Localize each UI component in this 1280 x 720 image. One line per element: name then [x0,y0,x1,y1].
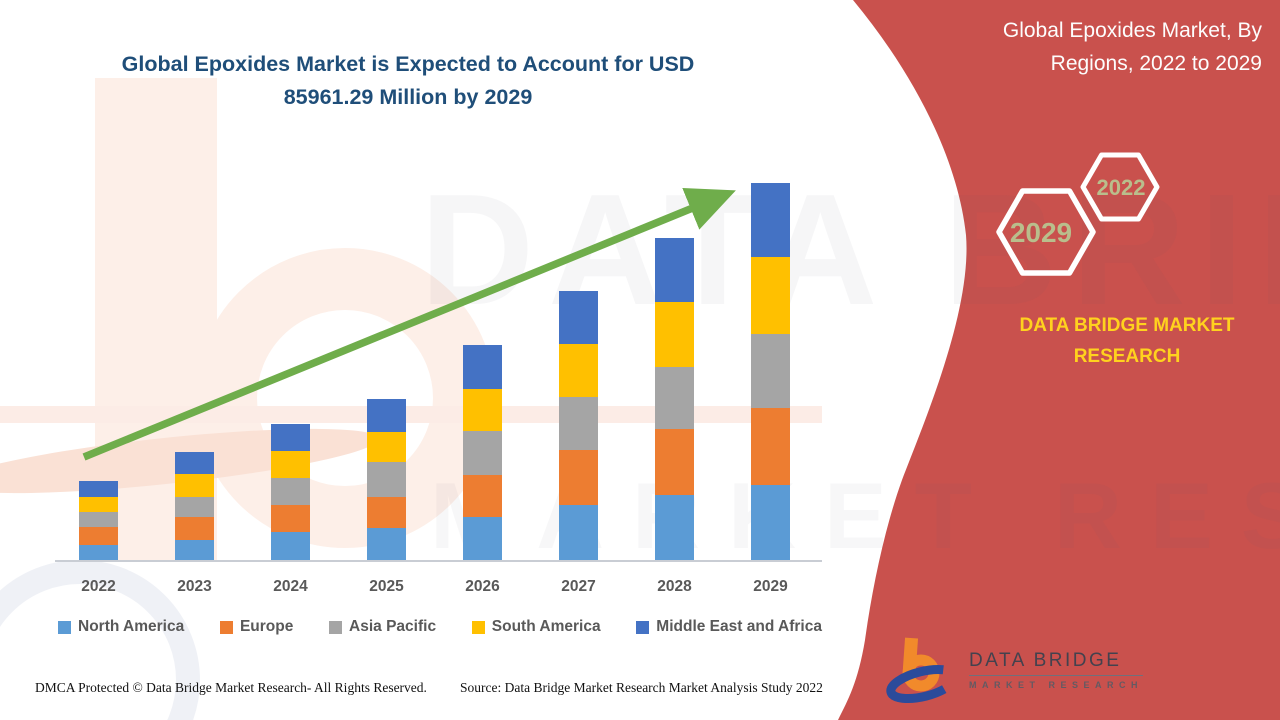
x-axis-label-2028: 2028 [657,578,692,595]
brand-text: DATA BRIDGE MARKET RESEARCH [1002,310,1252,372]
bar-2029 [751,182,790,560]
chart-title-line2: 85961.29 Million by 2029 [283,85,533,109]
bar-segment-2028-middle-east-and-africa [655,238,694,302]
bar-segment-2024-north-america [271,531,310,560]
hexagon-2022 [1080,152,1160,222]
legend-swatch-icon [58,620,71,634]
bar-segment-2025-europe [367,496,406,528]
bar-segment-2028-europe [655,429,694,495]
x-axis-label-2023: 2023 [177,578,212,595]
bar-segment-2026-middle-east-and-africa [463,344,502,390]
bar-segment-2029-asia-pacific [751,333,790,409]
footer-source-text: Source: Data Bridge Market Research Mark… [460,680,823,695]
bar-segment-2023-europe [175,516,214,540]
legend-label: North America [78,618,185,635]
x-axis-line [55,560,822,562]
bar-segment-2022-south-america [79,496,118,512]
legend-item-north-america: North America [58,618,184,636]
bar-segment-2023-asia-pacific [175,496,214,517]
bar-segment-2025-north-america [367,527,406,560]
bar-segment-2027-asia-pacific [559,397,598,451]
bar-2026 [463,344,502,560]
bar-segment-2029-middle-east-and-africa [751,182,790,258]
bar-2025 [367,399,406,560]
chart-title-line1: Global Epoxides Market is Expected to Ac… [121,52,695,76]
legend-swatch-icon [219,620,233,634]
bar-segment-2027-south-america [559,343,598,398]
bar-segment-2027-middle-east-and-africa [559,290,598,344]
bar-segment-2027-north-america [559,504,598,560]
bar-2024 [271,423,310,560]
bar-segment-2028-asia-pacific [655,366,694,430]
bar-segment-2029-south-america [751,257,790,334]
bar-segment-2029-north-america [751,484,790,560]
bar-segment-2024-middle-east-and-africa [271,423,310,451]
bar-segment-2026-asia-pacific [463,431,502,475]
bar-segment-2022-north-america [79,544,118,560]
bar-segment-2027-europe [559,450,598,505]
chart-title: Global Epoxides Market is Expected to Ac… [58,48,758,114]
x-axis-label-2024: 2024 [273,578,308,595]
bar-segment-2023-middle-east-and-africa [175,451,214,474]
data-bridge-logo-icon [886,637,960,704]
bar-segment-2028-north-america [655,494,694,560]
bar-2028 [655,238,694,560]
legend-item-middle-east-and-africa: Middle East and Africa [636,618,822,636]
bar-2022 [79,480,118,560]
hexagon-2029-label: 2029 [1010,217,1072,248]
x-axis-label-2027: 2027 [561,578,596,595]
bar-segment-2029-europe [751,408,790,485]
bar-segment-2024-europe [271,504,310,532]
bar-segment-2024-asia-pacific [271,477,310,505]
legend-label: Europe [239,618,294,635]
logo-subtitle-text: MARKET RESEARCH [969,680,1144,690]
footer-dmca-text: DMCA Protected © Data Bridge Market Rese… [35,680,427,695]
panel-title-line1: Global Epoxides Market, By [1002,19,1262,42]
chart-legend: North America Europe Asia Pacific South Ame… [58,618,822,636]
bar-segment-2022-middle-east-and-africa [79,480,118,497]
bar-segment-2022-europe [79,526,118,545]
data-bridge-logo: DATA BRIDGE MARKET RESEARCH [885,636,1144,704]
brand-text-line1: DATA BRIDGE MARKET [1019,315,1235,336]
bar-segment-2025-south-america [367,432,406,463]
bar-segment-2025-middle-east-and-africa [367,399,406,433]
bar-segment-2026-south-america [463,389,502,432]
legend-swatch-icon [329,620,343,634]
logo-name-text: DATA BRIDGE [969,650,1144,676]
hexagon-2029 [996,188,1096,276]
bar-segment-2028-south-america [655,301,694,367]
legend-item-south-america: South America [471,618,601,636]
legend-item-europe: Europe [219,618,294,636]
legend-swatch-icon [636,620,650,634]
x-axis-label-2025: 2025 [369,578,404,595]
bar-segment-2023-north-america [175,539,214,560]
bar-segment-2023-south-america [175,473,214,497]
legend-swatch-icon [471,620,485,634]
bar-segment-2025-asia-pacific [367,462,406,497]
bar-2023 [175,451,214,560]
bar-segment-2026-europe [463,474,502,517]
bar-segment-2022-asia-pacific [79,511,118,527]
brand-text-line2: RESEARCH [1073,346,1181,367]
data-bridge-logo-text: DATA BRIDGE MARKET RESEARCH [969,650,1144,690]
bar-segment-2026-north-america [463,516,502,560]
bar-segment-2024-south-america [271,450,310,478]
hexagon-2022-label: 2022 [1097,175,1146,200]
x-axis-label-2029: 2029 [753,578,788,595]
panel-title: Global Epoxides Market, By Regions, 2022… [842,14,1262,80]
bar-2027 [559,290,598,560]
panel-title-line2: Regions, 2022 to 2029 [1050,52,1262,75]
legend-item-asia-pacific: Asia Pacific [329,618,436,636]
x-axis-label-2026: 2026 [465,578,500,595]
legend-label: Middle East and Africa [656,618,822,635]
x-axis-label-2022: 2022 [81,578,116,595]
legend-label: South America [491,618,601,635]
legend-label: Asia Pacific [349,618,437,635]
